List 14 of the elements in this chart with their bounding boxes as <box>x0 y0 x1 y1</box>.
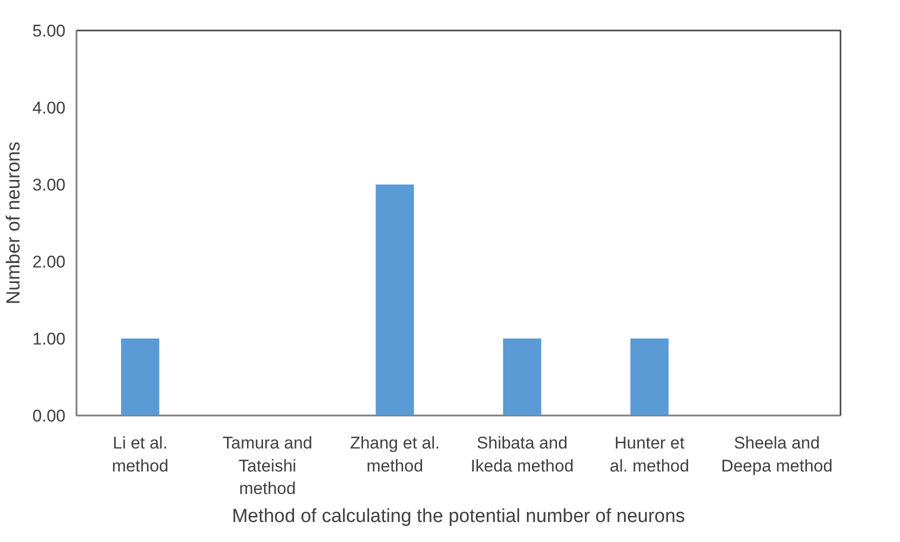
y-tick-label: 4.00 <box>32 98 66 118</box>
x-tick-label: Hunter et al. method <box>610 434 690 476</box>
y-tick-label: 1.00 <box>32 330 66 348</box>
y-tick-label: 2.00 <box>32 252 66 272</box>
x-tick-label: Shibata and Ikeda method <box>470 434 574 476</box>
x-tick-label: Li et al. method <box>112 434 169 476</box>
x-tick-label: Sheela and Deepa method <box>721 434 833 476</box>
y-tick-label: 0.00 <box>32 406 66 426</box>
y-tick-label: 5.00 <box>32 22 66 40</box>
y-axis-title: Number of neurons <box>3 142 24 304</box>
x-tick-label: Tamura and Tateishi method <box>222 434 312 498</box>
y-tick-label: 3.00 <box>32 176 66 194</box>
x-axis-title: Method of calculating the potential number of neurons <box>232 506 686 528</box>
x-tick-label: Zhang et al. method <box>350 434 440 476</box>
